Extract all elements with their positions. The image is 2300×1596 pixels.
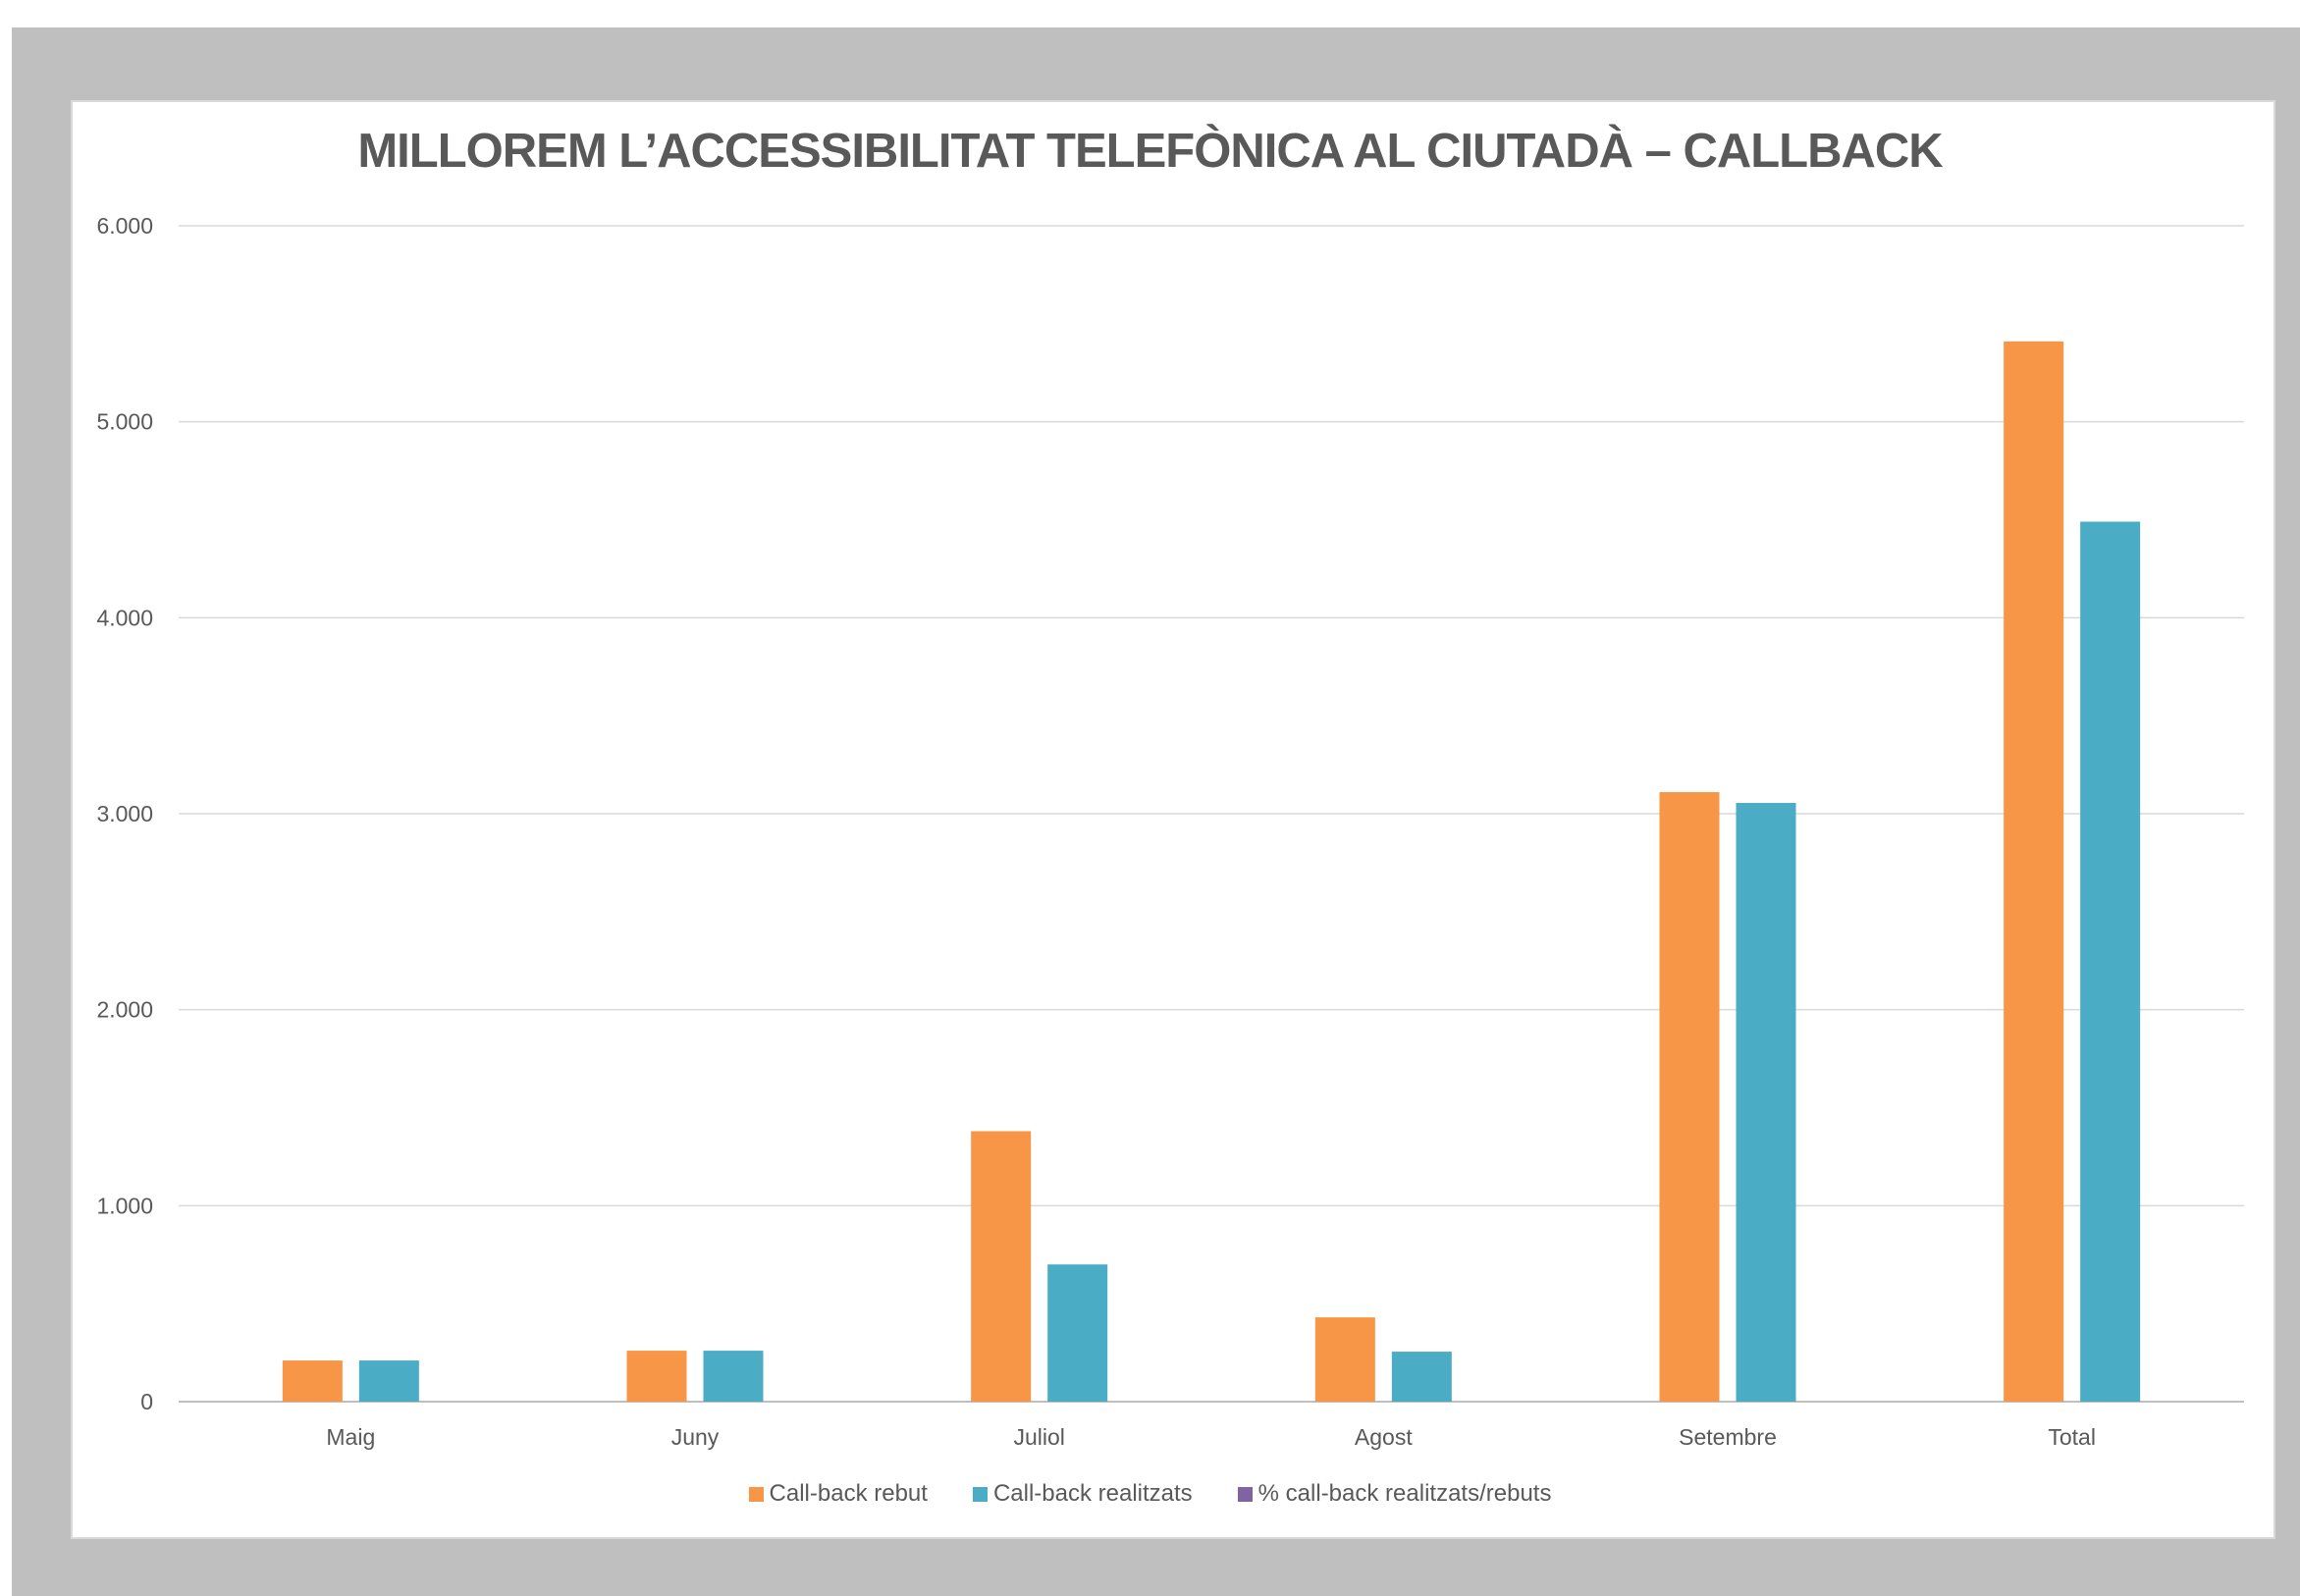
legend-label: Call-back rebut	[769, 1480, 928, 1507]
bar-call-back-rebut-total	[2004, 341, 2064, 1402]
bar-call-back-realitzats-juny	[703, 1351, 764, 1402]
legend-item: Call-back rebut	[748, 1480, 928, 1508]
x-tick-label: Total	[2048, 1424, 2096, 1450]
legend-label: % call-back realitzats/rebuts	[1257, 1480, 1552, 1507]
bar-call-back-rebut-agost	[1314, 1317, 1375, 1402]
y-tick-label: 2.000	[96, 997, 153, 1023]
x-tick-label: Juny	[671, 1424, 720, 1450]
bar-call-back-rebut-setembre	[1659, 792, 1720, 1402]
y-tick-label: 5.000	[96, 409, 153, 435]
bar-call-back-realitzats-setembre	[1736, 803, 1796, 1402]
x-tick-label: Juliol	[1013, 1424, 1064, 1450]
y-tick-label: 3.000	[96, 801, 153, 826]
bar-call-back-rebut-juliol	[971, 1131, 1032, 1402]
bar-call-back-realitzats-maig	[358, 1360, 419, 1402]
chart-title: MILLOREM L’ACCESSIBILITAT TELEFÒNICA AL …	[357, 125, 1943, 178]
chart-legend: Call-back rebut Call-back realitzats % cal…	[0, 1480, 2300, 1508]
bar-call-back-realitzats-total	[2080, 521, 2141, 1402]
x-tick-label: Maig	[326, 1424, 375, 1450]
y-tick-label: 6.000	[96, 213, 153, 239]
chart-area	[71, 100, 2275, 1539]
legend-item: Call-back realitzats	[972, 1480, 1193, 1508]
y-tick-label: 4.000	[96, 605, 153, 630]
y-tick-label: 1.000	[96, 1193, 153, 1218]
legend-swatch	[1237, 1486, 1253, 1502]
bar-call-back-rebut-juny	[626, 1351, 687, 1402]
legend-item: % call-back realitzats/rebuts	[1237, 1480, 1552, 1508]
bar-call-back-realitzats-juliol	[1047, 1264, 1108, 1402]
legend-swatch	[972, 1486, 988, 1502]
legend-swatch	[748, 1486, 764, 1502]
bar-call-back-realitzats-agost	[1391, 1352, 1452, 1402]
x-tick-label: Agost	[1355, 1424, 1413, 1450]
x-tick-label: Setembre	[1679, 1424, 1777, 1450]
y-tick-label: 0	[140, 1389, 153, 1414]
legend-label: Call-back realitzats	[992, 1480, 1193, 1507]
bar-call-back-rebut-maig	[282, 1360, 343, 1402]
